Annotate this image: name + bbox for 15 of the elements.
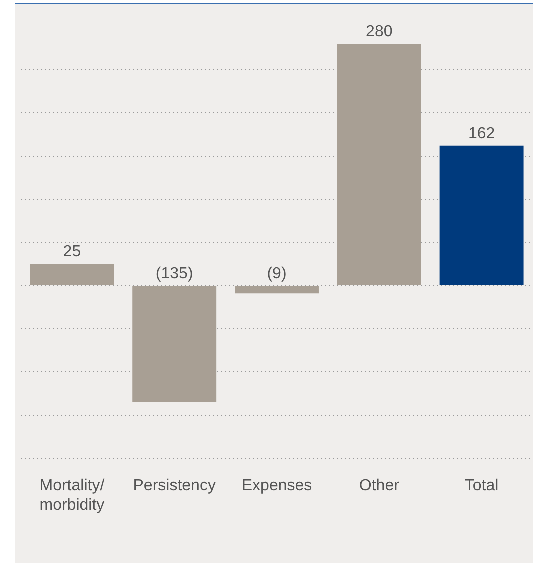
x-tick-label: Total xyxy=(464,478,499,495)
bar xyxy=(30,264,114,286)
x-tick-label: Mortality/ morbidity xyxy=(40,478,106,514)
data-label: 25 xyxy=(63,244,82,261)
data-label: 162 xyxy=(468,125,496,142)
data-label: (135) xyxy=(156,265,194,282)
bar xyxy=(132,286,217,402)
bar xyxy=(337,44,422,286)
x-tick-label: Expenses xyxy=(242,478,312,495)
x-tick-label: Persistency xyxy=(133,478,216,495)
bar xyxy=(440,146,524,286)
data-label: 280 xyxy=(366,23,393,40)
x-tick-label: Other xyxy=(359,478,400,495)
bar xyxy=(235,286,319,294)
data-label: (9) xyxy=(267,265,287,282)
